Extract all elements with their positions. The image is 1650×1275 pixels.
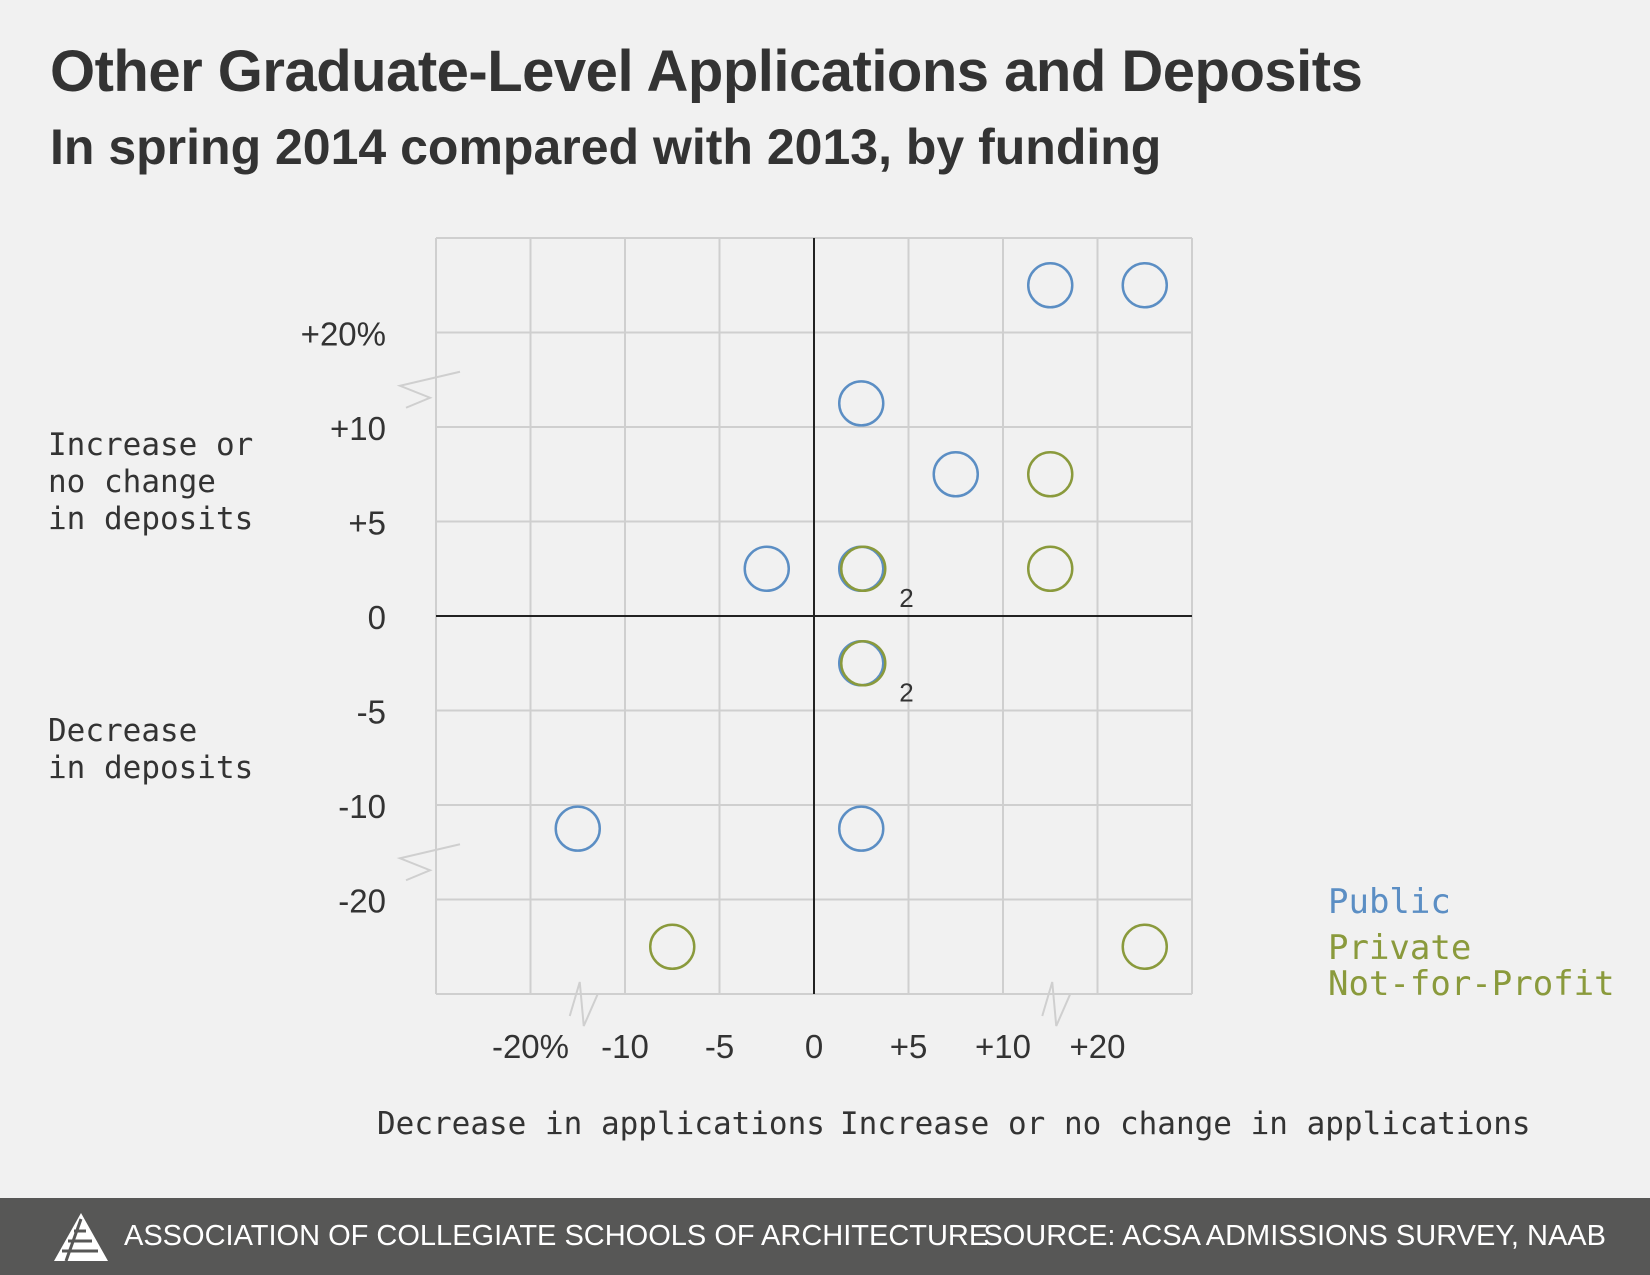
point-public: [743, 545, 790, 592]
x-tick-label: +5: [890, 1028, 928, 1065]
x-tick-label: -10: [601, 1028, 649, 1065]
scatter-plot: +20%+10+50-5-10-20-20% -10 -5 0 +5 +10 +20 22 …: [301, 237, 1531, 1142]
footer-bar: ASSOCIATION OF COLLEGIATE SCHOOLS OF ARC…: [0, 1198, 1650, 1275]
data-points: 22: [554, 262, 1168, 970]
x-tick-label: +10: [975, 1028, 1031, 1065]
y-axis-break: [396, 370, 461, 409]
legend-item-private: Private Not-for-Profit: [1328, 928, 1615, 1004]
y-label-increase: Increase or no change in deposits: [48, 427, 254, 537]
y-tick-label: +10: [330, 410, 386, 447]
acsa-logo-icon: [54, 1213, 108, 1262]
point-public: [1121, 262, 1168, 309]
point-private: [649, 923, 696, 970]
footer-organization: ASSOCIATION OF COLLEGIATE SCHOOLS OF ARC…: [124, 1220, 989, 1252]
legend-item-public: Public: [1328, 882, 1451, 922]
point-private: [1121, 923, 1168, 970]
y-tick-label: -5: [357, 694, 386, 731]
chart-title: Other Graduate-Level Applications and De…: [50, 39, 1363, 104]
point-count-label: 2: [899, 677, 913, 707]
x-label-decrease: Decrease in applications: [377, 1106, 825, 1142]
point-private: [840, 640, 887, 687]
y-tick-label: +20%: [301, 316, 386, 353]
axis-breaks: [396, 370, 1072, 1027]
point-public: [554, 805, 601, 852]
point-public: [1027, 262, 1074, 309]
x-tick-label: -20%: [492, 1028, 569, 1065]
point-public: [838, 380, 885, 427]
y-tick-label: 0: [368, 599, 386, 636]
y-axis-break: [396, 843, 461, 882]
tick-labels: +20% +10 +5 0 -5 -10 -20 -20% -10 -5 0 +5 +10 +20: [301, 316, 1126, 1066]
x-label-increase: Increase or no change in applications: [840, 1106, 1531, 1142]
x-tick-label: +20: [1070, 1028, 1126, 1065]
x-axis-break: [568, 981, 599, 1027]
y-tick-label: -10: [338, 788, 386, 825]
x-tick-label: -5: [705, 1028, 734, 1065]
x-axis-labels: Decrease in applications Increase or no c…: [377, 1106, 1531, 1142]
point-private: [1027, 451, 1074, 498]
footer-source: SOURCE: ACSA ADMISSIONS SURVEY, NAAB: [983, 1220, 1606, 1252]
zero-axes: [436, 238, 1192, 994]
point-public: [838, 805, 885, 852]
point-count-label: 2: [899, 583, 913, 613]
chart-subtitle: In spring 2014 compared with 2013, by fu…: [50, 119, 1162, 175]
y-tick-label: -20: [338, 883, 386, 920]
point-public: [932, 451, 979, 498]
point-private: [1027, 545, 1074, 592]
y-label-decrease: Decrease in deposits: [48, 713, 254, 786]
x-tick-label: 0: [805, 1028, 823, 1065]
legend: Public Private Not-for-Profit: [1328, 884, 1615, 1002]
y-tick-label: +5: [348, 505, 386, 542]
point-private: [840, 545, 887, 592]
x-axis-break: [1041, 981, 1072, 1027]
